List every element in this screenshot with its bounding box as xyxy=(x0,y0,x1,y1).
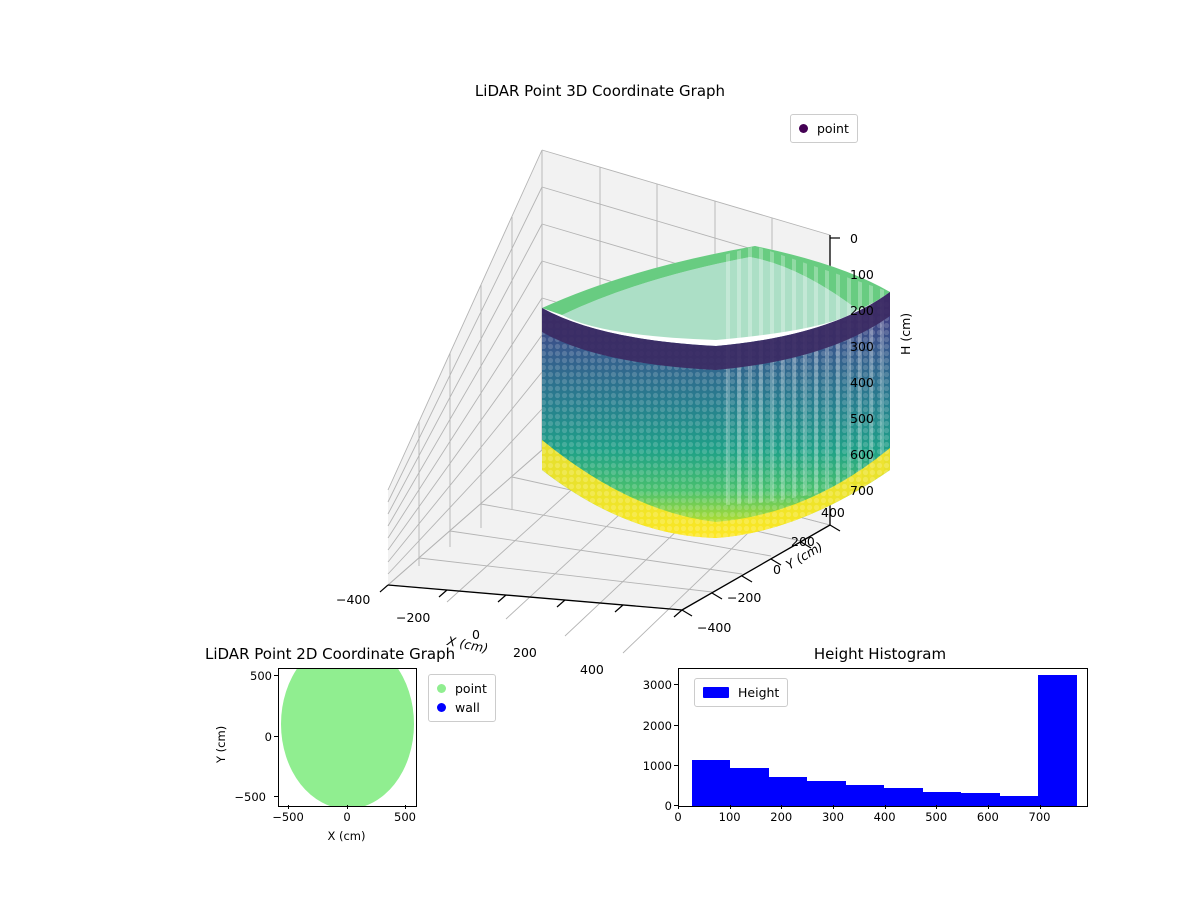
histogram-bar xyxy=(922,791,961,806)
histogram-xtick-1: 100 xyxy=(718,810,741,824)
plot2d-ytickmark-1 xyxy=(274,736,278,738)
plot3d-ztick-2: 200 xyxy=(850,303,874,318)
plot3d-ytick-0: −400 xyxy=(697,620,732,635)
histogram-ytick-0: 0 xyxy=(664,799,672,813)
plot2d-xlabel: X (cm) xyxy=(327,829,366,843)
histogram-bar xyxy=(730,768,769,806)
point-marker-icon xyxy=(437,684,446,693)
histogram-ytickmark-1 xyxy=(674,765,678,767)
height-swatch-icon xyxy=(703,687,729,698)
plot2d-ytick-2: −500 xyxy=(234,790,266,804)
plot3d-zlabel: H (cm) xyxy=(898,312,913,355)
histogram-bar xyxy=(960,793,1000,806)
plot3d-ytick-2: 0 xyxy=(773,562,781,577)
plot3d-ztick-1: 100 xyxy=(850,267,874,282)
legend-entry-height: Height xyxy=(703,683,779,702)
legend-entry-point: point xyxy=(437,679,487,698)
histogram-bar xyxy=(768,777,808,806)
plot3d-ztick-6: 600 xyxy=(850,447,874,462)
histogram-bar xyxy=(807,781,846,806)
histogram-xtickmark-5 xyxy=(936,805,938,809)
legend-label: Height xyxy=(738,685,780,700)
histogram-bar xyxy=(845,784,885,806)
legend-entry-wall: wall xyxy=(437,698,487,717)
histogram-ytick-1: 1000 xyxy=(642,759,672,773)
plot3d-ytick-1: −200 xyxy=(727,590,762,605)
plot2d-ytickmark-2 xyxy=(274,796,278,798)
plot3d-xtick-3: 200 xyxy=(513,645,537,660)
plot3d-xtick-1: −200 xyxy=(396,610,431,625)
plot3d-ytick-3: 200 xyxy=(791,534,815,549)
histogram-xtickmark-4 xyxy=(884,805,886,809)
plot2d-legend: point wall xyxy=(428,674,496,722)
plot3d-ztick-7: 700 xyxy=(850,483,874,498)
histogram-xtick-5: 500 xyxy=(925,810,948,824)
histogram-xtickmark-2 xyxy=(781,805,783,809)
plot2d-xtickmark-0 xyxy=(288,805,290,809)
legend-label: point xyxy=(817,121,849,136)
histogram-xtickmark-7 xyxy=(1039,805,1041,809)
plot2d-ytick-1: 0 xyxy=(264,730,272,744)
legend-entry-point: point xyxy=(799,119,849,138)
plot2d-xtickmark-2 xyxy=(405,805,407,809)
plot3d-ztick-3: 300 xyxy=(850,339,874,354)
plot3d-ztick-4: 400 xyxy=(850,375,874,390)
histogram-bars xyxy=(679,669,1087,806)
legend-label: wall xyxy=(455,700,480,715)
plot3d-canvas xyxy=(379,149,890,654)
histogram-xtick-2: 200 xyxy=(770,810,793,824)
plot3d-point-cloud xyxy=(542,246,890,538)
plot2d-xtickmark-1 xyxy=(347,805,349,809)
plot3d-ytick-4: 400 xyxy=(821,505,845,520)
histogram-xtickmark-3 xyxy=(832,805,835,809)
histogram-xtickmark-1 xyxy=(729,805,731,809)
histogram-xtick-4: 400 xyxy=(873,810,896,824)
histogram-bar xyxy=(884,787,923,806)
histogram-xtickmark-6 xyxy=(987,805,990,809)
legend-label: point xyxy=(455,681,487,696)
plot2d-ylabel: Y (cm) xyxy=(214,725,228,763)
plot2d-title: LiDAR Point 2D Coordinate Graph xyxy=(205,645,456,663)
histogram-ytick-2: 2000 xyxy=(642,719,672,733)
histogram-xtick-7: 700 xyxy=(1028,810,1051,824)
plot3d-ztick-5: 500 xyxy=(850,411,874,426)
histogram-xtick-3: 300 xyxy=(821,810,844,824)
plot2d-xtick-2: 500 xyxy=(394,810,416,824)
point-marker-icon xyxy=(799,124,808,133)
plot3d-axes[interactable]: −400 −200 0 200 400 −400 −200 0 200 400 … xyxy=(330,140,950,677)
histogram-legend: Height xyxy=(694,678,789,707)
histogram-xtick-0: 0 xyxy=(674,810,682,824)
histogram-bar xyxy=(1037,675,1077,806)
histogram-ytickmark-0 xyxy=(674,805,678,807)
plot3d-title: LiDAR Point 3D Coordinate Graph xyxy=(474,82,726,100)
histogram-bar xyxy=(691,760,731,806)
histogram-ytick-3: 3000 xyxy=(642,678,672,692)
histogram-xtickmark-0 xyxy=(678,805,680,809)
plot3d-ztick-0: 0 xyxy=(850,231,858,246)
histogram-ytickmark-2 xyxy=(674,725,678,727)
plot2d-ytick-0: 500 xyxy=(250,669,272,683)
plot2d-ytickmark-0 xyxy=(274,675,278,677)
wall-marker-icon xyxy=(437,703,446,712)
plot3d-xtick-0: −400 xyxy=(336,592,371,607)
plot2d-axes[interactable] xyxy=(278,668,417,807)
histogram-bar xyxy=(999,795,1038,806)
histogram-title: Height Histogram xyxy=(813,645,947,663)
plot2d-xtick-0: −500 xyxy=(272,810,304,824)
plot2d-xtick-1: 0 xyxy=(343,810,351,824)
plot3d-legend: point xyxy=(790,114,858,143)
plot3d-xtick-4: 400 xyxy=(580,662,604,677)
histogram-xtick-6: 600 xyxy=(976,810,999,824)
plot2d-point-cloud xyxy=(281,669,414,806)
histogram-ytickmark-3 xyxy=(674,684,678,686)
plot3d-xtick-2: 0 xyxy=(472,627,480,642)
